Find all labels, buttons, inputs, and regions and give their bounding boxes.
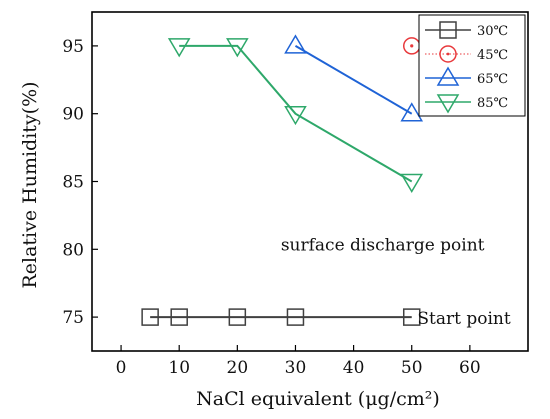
series-1 (402, 37, 421, 55)
series-line-2 (294, 45, 413, 115)
annotation-1: Start point (417, 309, 510, 329)
point-0-3 (286, 308, 305, 326)
x-tick-label-60: 60 (459, 358, 481, 378)
y-tick-label-85: 85 (62, 173, 84, 193)
point-3-2 (284, 105, 307, 126)
y-tick-label-90: 90 (62, 105, 84, 125)
point-0-0 (141, 308, 159, 326)
y-tick-label-75: 75 (62, 308, 84, 328)
series-3 (167, 38, 424, 193)
x-tick-label-10: 10 (168, 358, 190, 378)
legend-marker-3 (436, 94, 460, 114)
x-axis-title: NaCl equivalent (μg/cm²) (196, 388, 440, 410)
series-0 (141, 308, 421, 326)
legend: 30℃ 45℃ 65℃ 85℃ (418, 14, 526, 117)
point-0-4 (402, 308, 421, 326)
point-0-1 (170, 308, 188, 326)
point-3-1 (226, 38, 249, 58)
point-3-0 (167, 38, 191, 58)
point-2-0 (284, 34, 307, 54)
y-tick-label-80: 80 (62, 240, 84, 260)
legend-label-1: 45℃ (477, 48, 508, 63)
x-tick-label-30: 30 (285, 358, 307, 378)
legend-label-0: 30℃ (477, 24, 508, 39)
annotations: surface discharge point Start point (281, 236, 511, 329)
series-2 (284, 34, 424, 122)
point-0-2 (228, 308, 247, 326)
point-3-3 (400, 173, 424, 193)
x-tick-label-50: 50 (401, 358, 423, 378)
legend-label-3: 85℃ (477, 96, 508, 111)
series-layer (141, 34, 424, 326)
point-center-1-0 (410, 44, 414, 48)
annotation-0: surface discharge point (281, 236, 485, 256)
series-line-3 (179, 44, 413, 183)
point-2-1 (400, 102, 424, 122)
y-axis-title: Relative Humidity(%) (19, 81, 41, 288)
legend-marker-2 (436, 66, 460, 86)
plot-frame (91, 11, 529, 352)
tick-marks (92, 45, 471, 351)
x-tick-label-40: 40 (343, 358, 365, 378)
legend-marker-center-1 (446, 52, 450, 56)
x-tick-label-0: 0 (116, 358, 127, 378)
legend-marker-1 (439, 45, 457, 63)
x-tick-label-20: 20 (227, 358, 249, 378)
legend-label-2: 65℃ (477, 72, 508, 87)
legend-box (418, 14, 526, 117)
tick-labels: 0 10 20 30 40 50 60 75 80 85 90 95 (62, 37, 480, 378)
legend-marker-0 (439, 21, 457, 39)
y-tick-label-95: 95 (62, 37, 84, 57)
